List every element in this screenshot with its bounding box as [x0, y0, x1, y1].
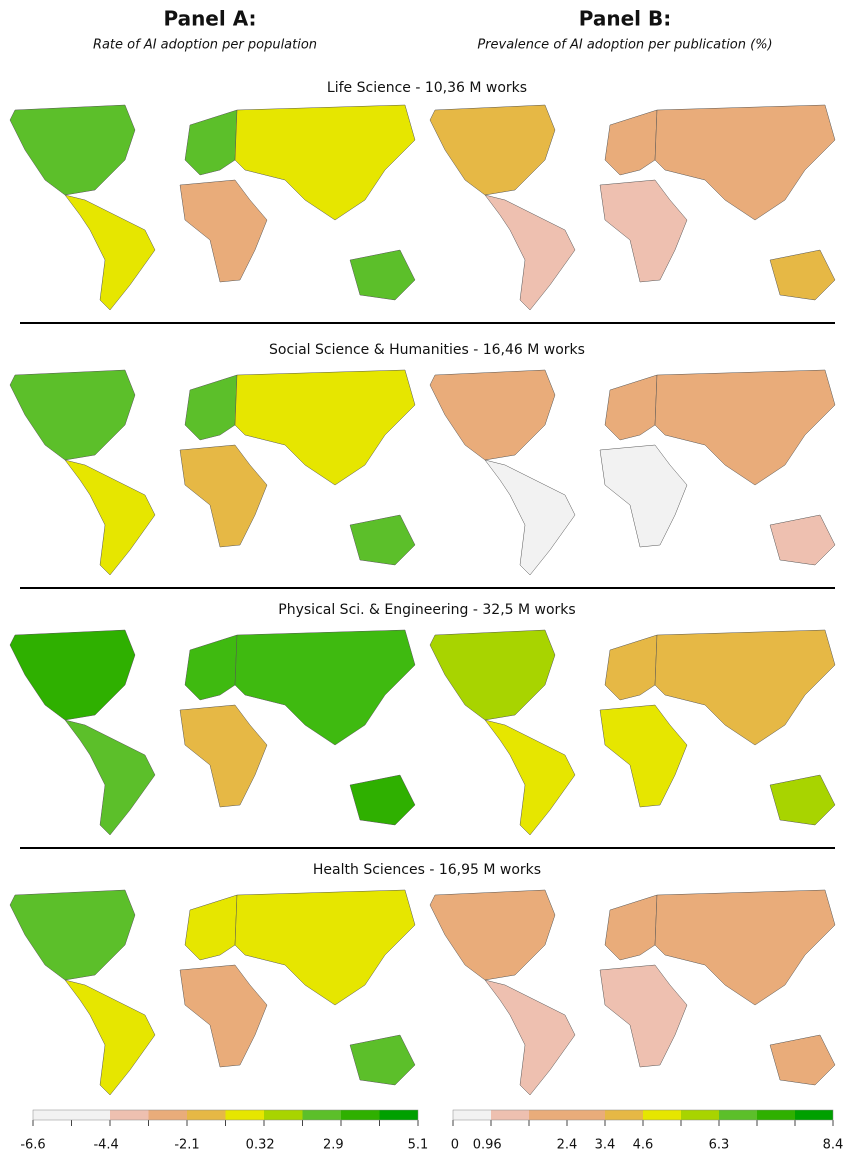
- country-region: [349, 774, 416, 826]
- colorbar-segment: [302, 1110, 341, 1120]
- colorbar-segment: [110, 1110, 149, 1120]
- country-region: [484, 194, 576, 311]
- colorbar-segment: [148, 1110, 187, 1120]
- colorbar-segment: [225, 1110, 264, 1120]
- country-region: [179, 704, 268, 808]
- country-region: [429, 629, 556, 721]
- country-region: [64, 459, 156, 576]
- country-region: [184, 894, 238, 961]
- country-region: [429, 104, 556, 196]
- country-region: [9, 889, 136, 981]
- colorbar-label: 2.9: [323, 1138, 344, 1153]
- colorbar-segment: [491, 1110, 529, 1120]
- country-region: [654, 369, 836, 486]
- colorbar-segment: [33, 1110, 72, 1120]
- colorbar-label: 8.4: [823, 1138, 844, 1153]
- colorbar-label: -4.4: [93, 1138, 118, 1153]
- country-region: [654, 629, 836, 746]
- country-region: [484, 719, 576, 836]
- country-region: [349, 1034, 416, 1086]
- panel-subtitle: Prevalence of AI adoption per publicatio…: [477, 38, 772, 53]
- country-region: [179, 179, 268, 283]
- country-region: [234, 889, 416, 1006]
- country-region: [9, 369, 136, 461]
- colorbar-frame: [32, 1109, 419, 1121]
- country-region: [349, 514, 416, 566]
- country-region: [234, 629, 416, 746]
- country-region: [234, 104, 416, 221]
- country-region: [234, 369, 416, 486]
- colorbar-segment: [719, 1110, 757, 1120]
- country-region: [64, 979, 156, 1096]
- country-region: [599, 704, 688, 808]
- country-region: [604, 894, 658, 961]
- country-region: [184, 634, 238, 701]
- panel-title: Panel A:: [163, 7, 256, 31]
- country-region: [9, 629, 136, 721]
- colorbar-segment: [453, 1110, 491, 1120]
- country-region: [604, 374, 658, 441]
- country-region: [64, 719, 156, 836]
- colorbar-frame: [452, 1109, 834, 1121]
- colorbar-segment: [605, 1110, 643, 1120]
- country-region: [654, 889, 836, 1006]
- colorbar-segment: [341, 1110, 380, 1120]
- colorbar-segment: [795, 1110, 833, 1120]
- country-region: [64, 194, 156, 311]
- country-region: [9, 104, 136, 196]
- colorbar-label: -2.1: [174, 1138, 199, 1153]
- colorbar-segment: [567, 1110, 605, 1120]
- country-region: [604, 109, 658, 176]
- colorbar-segment: [757, 1110, 795, 1120]
- colorbar-label: 4.6: [633, 1138, 654, 1153]
- section-title: Life Science - 10,36 M works: [327, 80, 527, 96]
- panel-title: Panel B:: [579, 7, 671, 31]
- country-region: [484, 459, 576, 576]
- colorbar-label: -6.6: [20, 1138, 45, 1153]
- country-region: [599, 179, 688, 283]
- country-region: [599, 964, 688, 1068]
- colorbar-label: 5.1: [408, 1138, 429, 1153]
- colorbar-segment: [681, 1110, 719, 1120]
- colorbar-segment: [529, 1110, 567, 1120]
- country-region: [769, 249, 836, 301]
- country-region: [769, 774, 836, 826]
- country-region: [349, 249, 416, 301]
- country-region: [184, 109, 238, 176]
- country-region: [429, 369, 556, 461]
- country-region: [429, 889, 556, 981]
- country-region: [654, 104, 836, 221]
- colorbar-segment: [71, 1110, 110, 1120]
- colorbar-segment: [379, 1110, 418, 1120]
- country-region: [769, 514, 836, 566]
- colorbar-label: 3.4: [595, 1138, 616, 1153]
- country-region: [184, 374, 238, 441]
- colorbar-label: 0.32: [246, 1138, 275, 1153]
- country-region: [179, 444, 268, 548]
- country-region: [484, 979, 576, 1096]
- colorbar-label: 2.4: [557, 1138, 578, 1153]
- colorbar-label: 0: [451, 1138, 459, 1153]
- country-region: [599, 444, 688, 548]
- section-title: Social Science & Humanities - 16,46 M wo…: [269, 342, 585, 358]
- colorbar-segment: [187, 1110, 226, 1120]
- panel-subtitle: Rate of AI adoption per population: [93, 38, 317, 53]
- colorbar-segment: [643, 1110, 681, 1120]
- country-region: [604, 634, 658, 701]
- section-title: Physical Sci. & Engineering - 32,5 M wor…: [278, 602, 575, 618]
- country-region: [179, 964, 268, 1068]
- country-region: [769, 1034, 836, 1086]
- colorbar-label: 0.96: [473, 1138, 502, 1153]
- colorbar-label: 6.3: [709, 1138, 730, 1153]
- colorbar-segment: [264, 1110, 303, 1120]
- section-title: Health Sciences - 16,95 M works: [313, 862, 541, 878]
